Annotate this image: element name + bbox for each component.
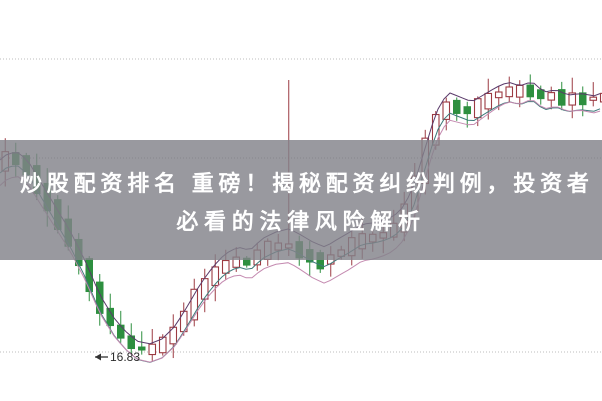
svg-text:16.83: 16.83 [110,350,140,364]
